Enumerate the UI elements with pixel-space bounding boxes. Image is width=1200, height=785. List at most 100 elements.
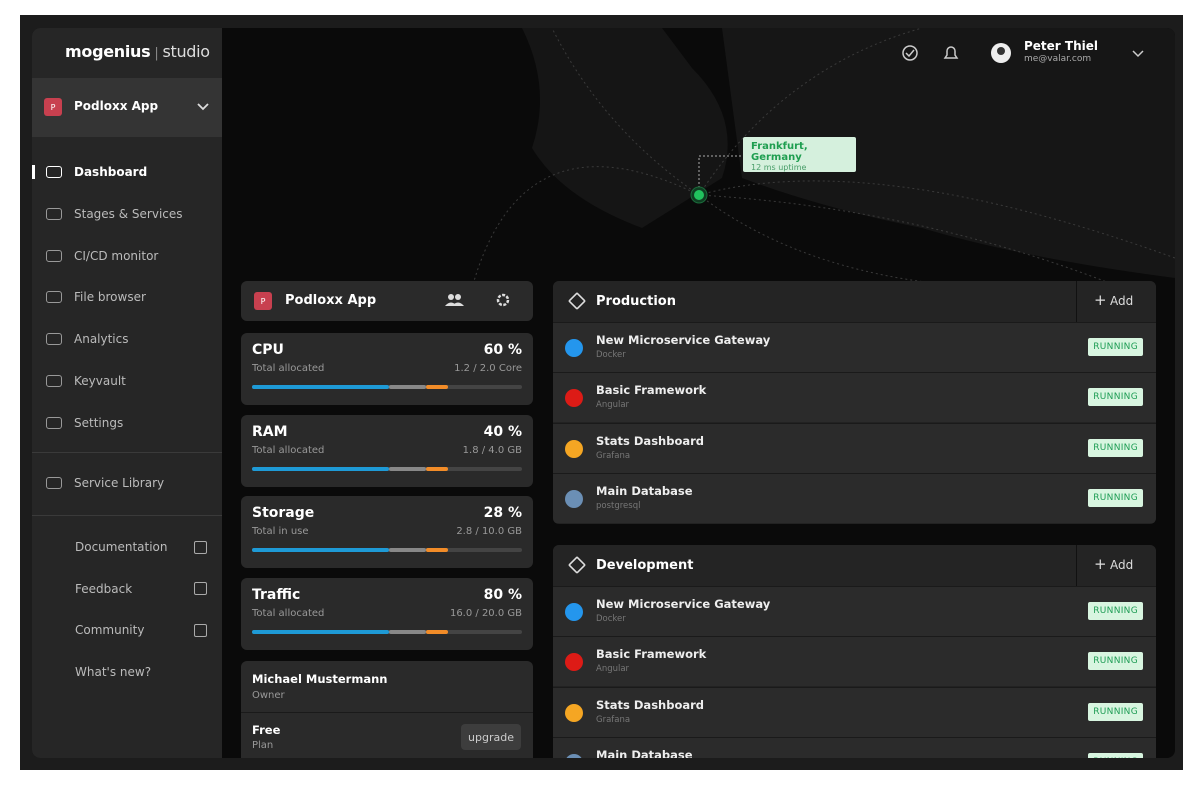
add-button[interactable]: Add xyxy=(1110,294,1134,308)
service-icon xyxy=(565,753,583,758)
service-row[interactable]: Basic Framework Angular RUNNING xyxy=(553,636,1156,687)
settings-icon[interactable] xyxy=(496,293,510,307)
nav-item[interactable]: Dashboard xyxy=(32,159,222,185)
nav-item[interactable]: Stages & Services xyxy=(32,201,222,227)
nav-item[interactable]: Analytics xyxy=(32,326,222,352)
service-row[interactable]: New Microservice Gateway Docker RUNNING xyxy=(553,322,1156,372)
bar-used xyxy=(252,385,389,389)
app-name: Podloxx App xyxy=(74,99,159,113)
bar-used xyxy=(252,548,389,552)
resource-name: CPU xyxy=(252,342,284,358)
nav-label: Stages & Services xyxy=(74,206,183,221)
service-type: Docker xyxy=(596,350,626,360)
sidebar-link[interactable]: Feedback xyxy=(75,578,207,600)
resource-card: Traffic 80 % Total allocated 16.0 / 20.0 GB xyxy=(241,577,533,650)
tooltip-location: Frankfurt, Germany xyxy=(751,141,808,163)
service-library[interactable]: Service Library xyxy=(32,470,222,496)
link-label: Feedback xyxy=(75,581,133,596)
map-tooltip: Frankfurt, Germany 12 ms uptime xyxy=(743,137,856,172)
stage-title: Development xyxy=(596,558,694,573)
service-row[interactable]: Stats Dashboard Grafana RUNNING xyxy=(553,422,1156,473)
service-type: Grafana xyxy=(596,714,631,725)
resource-percent: 60 % xyxy=(483,342,522,358)
link-label: Documentation xyxy=(75,540,168,554)
service-icon xyxy=(565,489,583,508)
resource-percent: 40 % xyxy=(483,423,522,440)
nav-icon xyxy=(46,249,62,262)
nav-icon xyxy=(46,416,62,429)
status-badge: RUNNING xyxy=(1088,752,1143,758)
brand-product: studio xyxy=(162,42,210,61)
status-badge: RUNNING xyxy=(1088,438,1143,457)
service-row[interactable]: Stats Dashboard Grafana RUNNING xyxy=(553,686,1156,737)
members-icon[interactable] xyxy=(448,294,454,300)
avatar-head xyxy=(997,47,1005,55)
nav-item[interactable]: CI/CD monitor xyxy=(32,243,222,269)
service-name: Basic Framework xyxy=(596,647,707,662)
user-menu-chevron[interactable] xyxy=(1132,50,1144,58)
bar-reserved xyxy=(389,548,426,552)
nav-item[interactable]: Settings xyxy=(32,410,222,436)
tasks-check xyxy=(905,49,915,58)
sidebar-link[interactable]: Community xyxy=(75,619,207,641)
status-badge: RUNNING xyxy=(1088,702,1143,721)
service-type: Docker xyxy=(596,614,626,624)
tasks-icon[interactable] xyxy=(902,45,918,61)
divider xyxy=(32,452,222,453)
nav-label: Keyvault xyxy=(74,374,126,388)
link-label: Community xyxy=(75,623,145,638)
service-row[interactable]: Basic Framework Angular RUNNING xyxy=(553,372,1156,423)
resource-percent: 80 % xyxy=(483,586,522,603)
bar-reserved xyxy=(389,466,426,471)
tooltip-detail: 12 ms uptime xyxy=(751,163,807,172)
stack-icon xyxy=(567,291,587,311)
world-map xyxy=(471,28,1175,288)
bar-buffer xyxy=(426,548,448,552)
app-selector[interactable]: P Podloxx App xyxy=(32,78,222,137)
resource-card: RAM 40 % Total allocated 1.8 / 4.0 GB xyxy=(241,414,533,487)
service-icon xyxy=(565,653,583,672)
nav-icon xyxy=(46,375,62,387)
service-name: Stats Dashboard xyxy=(596,433,705,448)
stage-header: Development + Add xyxy=(553,545,1156,586)
divider xyxy=(241,712,533,713)
service-row[interactable]: New Microservice Gateway Docker RUNNING xyxy=(553,586,1156,636)
service-icon xyxy=(565,439,583,458)
nav-item[interactable]: File browser xyxy=(32,284,222,310)
sidebar-link[interactable]: Documentation xyxy=(75,536,207,558)
stage-header: Production + Add xyxy=(553,281,1156,322)
sidebar-link[interactable]: What's new? xyxy=(75,661,207,683)
selector-chevron xyxy=(197,103,209,111)
bar-buffer xyxy=(426,629,448,634)
service-name: New Microservice Gateway xyxy=(596,333,771,347)
app-card-badge: P xyxy=(254,292,272,310)
service-type: Grafana xyxy=(596,450,631,461)
add-button[interactable]: Add xyxy=(1110,558,1134,572)
nav-item[interactable]: Keyvault xyxy=(32,368,222,394)
external-icon xyxy=(194,623,207,637)
map-land xyxy=(522,28,728,228)
stage-panel: Production + Add New Microservice Gateway Do… xyxy=(553,281,1156,524)
resource-subtitle: Total in use xyxy=(252,526,309,537)
service-name: Stats Dashboard xyxy=(596,697,705,712)
bell-icon[interactable] xyxy=(943,46,959,59)
nav-icon xyxy=(46,477,62,489)
window-frame: Frankfurt, Germany 12 ms uptime Peter Th… xyxy=(20,15,1183,770)
resource-subtitle: Total allocated xyxy=(252,363,325,374)
upgrade-button[interactable]: upgrade xyxy=(461,724,521,750)
bar-buffer xyxy=(426,466,448,471)
service-type: Angular xyxy=(596,664,630,675)
nav-label: CI/CD monitor xyxy=(74,248,159,263)
app-card: P Podloxx App xyxy=(241,281,533,321)
service-type: Angular xyxy=(596,400,630,411)
bar-used xyxy=(252,629,389,634)
status-badge: RUNNING xyxy=(1088,388,1143,407)
external-icon xyxy=(194,540,207,554)
service-name: Basic Framework xyxy=(596,383,707,398)
brand-separator: | xyxy=(154,46,159,61)
service-icon xyxy=(565,603,583,621)
resource-usage: 1.8 / 4.0 GB xyxy=(462,444,522,456)
